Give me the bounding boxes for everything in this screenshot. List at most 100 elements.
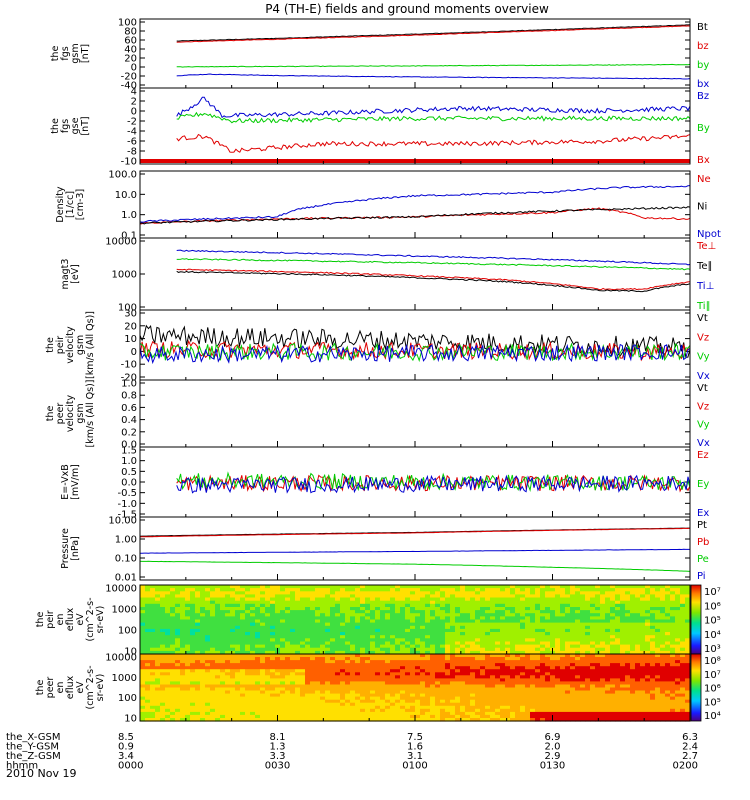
spectrogram-cell	[285, 622, 291, 627]
spectrogram-cell	[620, 603, 626, 608]
spectrogram-cell	[175, 708, 181, 713]
spectrogram-cell	[425, 678, 431, 682]
spectrogram-cell	[390, 641, 396, 646]
spectrogram-cell	[660, 641, 666, 646]
spectrogram-cell	[260, 607, 266, 611]
spectrogram-cell	[270, 622, 276, 627]
spectrogram-cell	[425, 603, 431, 608]
spectrogram-cell	[560, 663, 566, 667]
spectrogram-cell	[185, 603, 191, 608]
spectrogram-cell	[585, 708, 591, 713]
spectrogram-cell	[225, 672, 231, 676]
spectrogram-cell	[245, 708, 251, 713]
spectrogram-cell	[535, 696, 541, 701]
spectrogram-cell	[305, 690, 311, 695]
spectrogram-cell	[405, 597, 411, 602]
ytick-label: 30	[124, 309, 137, 320]
spectrogram-cell	[340, 632, 346, 636]
spectrogram-cell	[600, 607, 606, 611]
spectrogram-cell	[195, 678, 201, 682]
spectrogram-cell	[260, 594, 266, 599]
spectrogram-cell	[610, 663, 616, 667]
spectrogram-cell	[420, 647, 426, 652]
spectrogram-cell	[350, 585, 356, 589]
spectrogram-cell	[425, 708, 431, 713]
spectrogram-cell	[190, 625, 196, 630]
spectrogram-cell	[235, 585, 241, 589]
spectrogram-cell	[595, 654, 601, 658]
spectrogram-cell	[440, 625, 446, 630]
spectrogram-cell	[150, 650, 156, 655]
series-temperature-1	[176, 270, 691, 293]
spectrogram-cell	[340, 657, 346, 661]
spectrogram-cell	[555, 610, 561, 614]
spectrogram-cell	[620, 681, 626, 685]
spectrogram-cell	[380, 660, 386, 664]
spectrogram-cell	[165, 616, 171, 621]
spectrogram-cell	[320, 650, 326, 655]
spectrogram-cell	[510, 669, 516, 673]
spectrogram-cell	[180, 669, 186, 673]
spectrogram-cell	[445, 687, 451, 692]
spectrogram-cell	[195, 600, 201, 605]
spectrogram-cell	[520, 635, 526, 639]
spectrogram-cell	[630, 619, 636, 624]
spectrogram-cell	[345, 696, 351, 701]
spectrogram-cell	[385, 660, 391, 664]
spectrogram-cell	[450, 638, 456, 642]
spectrogram-cell	[335, 657, 341, 661]
spectrogram-cell	[620, 711, 626, 716]
spectrogram-cell	[305, 632, 311, 636]
spectrogram-cell	[360, 660, 366, 664]
spectrogram-cell	[575, 718, 581, 722]
spectrogram-cell	[285, 641, 291, 646]
spectrogram-cell	[380, 696, 386, 701]
spectrogram-cell	[570, 613, 576, 617]
spectrogram-cell	[360, 650, 366, 655]
spectrogram-cell	[145, 613, 151, 617]
ytick-label: -40	[121, 81, 137, 92]
spectrogram-cell	[510, 600, 516, 605]
spectrogram-cell	[515, 647, 521, 652]
spectrogram-cell	[395, 657, 401, 661]
spectrogram-cell	[365, 675, 371, 679]
spectrogram-cell	[310, 613, 316, 617]
spectrogram-cell	[220, 610, 226, 614]
spectrogram-cell	[420, 711, 426, 716]
spectrogram-cell	[500, 690, 506, 695]
spectrogram-cell	[350, 622, 356, 627]
spectrogram-cell	[350, 613, 356, 617]
spectrogram-cell	[540, 714, 546, 719]
spectrogram-cell	[450, 635, 456, 639]
spectrogram-cell	[310, 647, 316, 652]
spectrogram-cell	[405, 628, 411, 633]
spectrogram-cell	[190, 644, 196, 649]
spectrogram-cell	[575, 666, 581, 670]
spectrogram-cell	[410, 619, 416, 624]
spectrogram-cell	[570, 644, 576, 649]
spectrogram-cell	[205, 594, 211, 599]
spectrogram-cell	[605, 687, 611, 692]
spectrogram-cell	[555, 616, 561, 621]
spectrogram-cell	[495, 641, 501, 646]
spectrogram-cell	[440, 660, 446, 664]
spectrogram-cell	[505, 632, 511, 636]
spectrogram-cell	[500, 699, 506, 704]
spectrogram-cell	[600, 702, 606, 707]
spectrogram-cell	[575, 672, 581, 676]
spectrogram-cell	[570, 597, 576, 602]
spectrogram-cell	[530, 603, 536, 608]
spectrogram-cell	[205, 690, 211, 695]
spectrogram-cell	[350, 663, 356, 667]
spectrogram-cell	[335, 613, 341, 617]
spectrogram-cell	[625, 616, 631, 621]
spectrogram-cell	[545, 625, 551, 630]
spectrogram-cell	[315, 613, 321, 617]
spectrogram-cell	[280, 632, 286, 636]
spectrogram-cell	[350, 711, 356, 716]
spectrogram-cell	[560, 647, 566, 652]
spectrogram-cell	[470, 672, 476, 676]
spectrogram-cell	[445, 641, 451, 646]
spectrogram-cell	[190, 591, 196, 595]
spectrogram-cell	[290, 619, 296, 624]
